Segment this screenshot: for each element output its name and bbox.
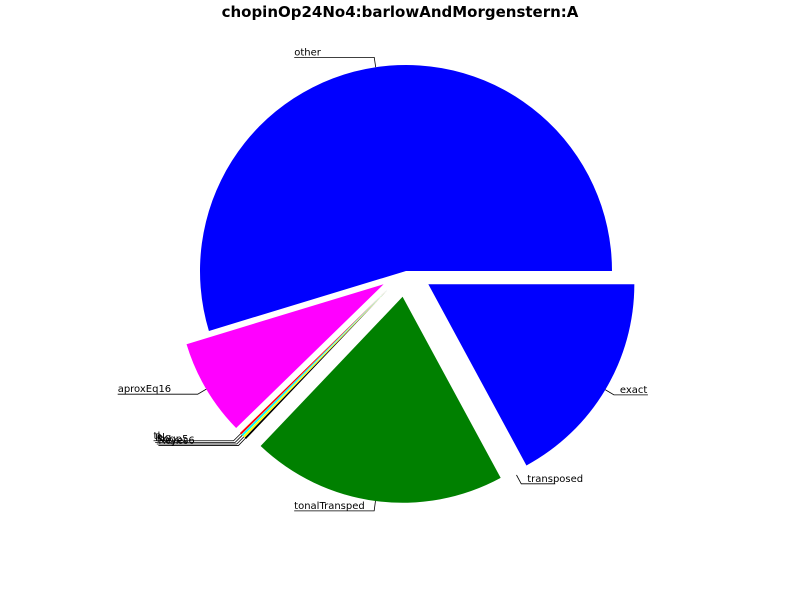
slice-label-aproxEq16: aproxEq16	[118, 384, 172, 395]
leader-line-other	[294, 56, 377, 68]
pie-slice-other	[199, 65, 612, 331]
slice-label-exact: exact	[620, 385, 648, 396]
leader-line-transposed	[516, 474, 556, 485]
leader-line-Rlg	[155, 435, 243, 443]
leader-line-exact	[605, 389, 648, 396]
pie-slice-exact	[428, 284, 635, 466]
pie-slice-Reyes6	[244, 289, 388, 440]
pie-slice-Rlg	[241, 289, 388, 436]
leader-line-Rogp5	[156, 436, 245, 445]
slice-label-tl: tl	[154, 431, 161, 442]
pie-slices	[186, 65, 635, 503]
slice-label-Rogp5: Rogp5	[157, 434, 189, 445]
pie-slice-Rogp5	[243, 289, 388, 438]
pie-slice-tonalTransped	[260, 296, 501, 503]
chart-title: chopinOp24No4:barlowAndMorgenstern:A	[221, 3, 579, 21]
slice-label-tonalTransped: tonalTransped	[294, 501, 365, 512]
pie-slice-aproxEq16	[186, 284, 384, 429]
slice-label-other: other	[294, 47, 322, 58]
leader-line-tl	[153, 433, 241, 442]
pie-slice-tl	[239, 289, 388, 435]
slice-label-Reyes6: Reyes6	[158, 436, 194, 447]
slice-label-transposed: transposed	[527, 474, 583, 485]
slice-label-Rlg: Rlg	[155, 432, 171, 443]
leader-line-Reyes6	[158, 438, 246, 446]
leader-line-aproxEq16	[117, 388, 207, 395]
leader-line-tonalTransped	[294, 500, 376, 512]
